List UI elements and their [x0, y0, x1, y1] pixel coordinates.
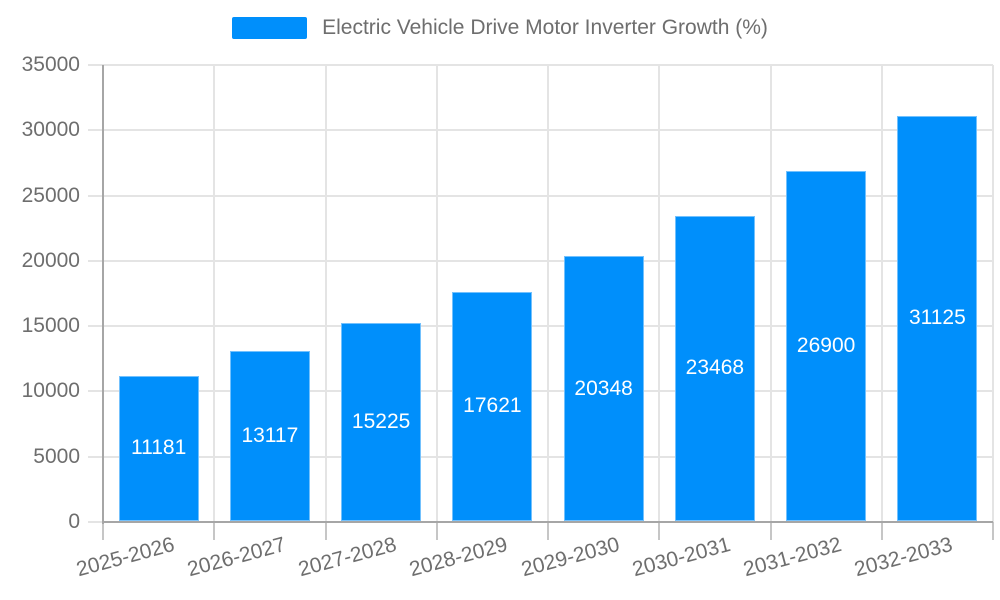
gridline-horizontal	[88, 325, 993, 328]
gridline-vertical	[658, 65, 661, 522]
x-axis-tick	[102, 522, 104, 540]
bar[interactable]: 17621	[452, 291, 533, 521]
bar[interactable]: 11181	[118, 376, 199, 521]
bar-value-label: 26900	[796, 333, 856, 357]
y-axis-label: 35000	[21, 53, 80, 76]
bar[interactable]: 15225	[341, 323, 422, 521]
x-axis-line	[103, 521, 993, 523]
legend-label: Electric Vehicle Drive Motor Inverter Gr…	[322, 16, 768, 39]
gridline-vertical	[435, 65, 438, 522]
y-axis-label: 20000	[21, 248, 80, 272]
chart-legend[interactable]: Electric Vehicle Drive Motor Inverter Gr…	[0, 16, 1000, 40]
gridline-horizontal	[88, 194, 993, 197]
bar[interactable]: 26900	[786, 170, 867, 521]
legend-swatch	[232, 17, 308, 39]
bar[interactable]: 13117	[229, 350, 310, 521]
gridline-vertical	[547, 65, 549, 522]
gridline-vertical	[213, 65, 216, 522]
bar-value-label: 20348	[574, 376, 633, 400]
bar[interactable]: 31125	[897, 115, 978, 521]
x-axis-tick	[769, 522, 772, 540]
gridline-horizontal	[88, 64, 993, 66]
bar-value-label: 11181	[130, 436, 187, 460]
x-axis-tick	[324, 522, 327, 540]
bar-value-label: 15225	[351, 410, 411, 434]
x-axis-tick	[435, 522, 438, 540]
bar-value-label: 13117	[241, 423, 299, 447]
y-axis-label: 5000	[33, 444, 80, 468]
y-axis-label: 30000	[21, 118, 80, 142]
gridline-horizontal	[88, 129, 993, 132]
x-axis-tick	[547, 522, 549, 540]
y-axis-line	[102, 65, 104, 524]
gridline-horizontal	[88, 455, 993, 458]
y-axis-label: 25000	[21, 183, 80, 207]
bar[interactable]: 20348	[563, 256, 644, 521]
bar-value-label: 31125	[908, 306, 966, 330]
bar-value-label: 23468	[685, 356, 745, 380]
y-axis-label: 15000	[21, 314, 80, 338]
y-axis-label: 10000	[21, 379, 80, 403]
gridline-vertical	[769, 65, 772, 522]
x-axis-tick	[880, 522, 883, 540]
gridline-vertical	[324, 65, 327, 522]
gridline-vertical	[880, 65, 883, 522]
gridline-horizontal	[88, 259, 993, 262]
gridline-horizontal	[88, 390, 993, 393]
x-axis-tick	[992, 522, 994, 540]
x-axis-tick	[213, 522, 216, 540]
bar-value-label: 17621	[463, 394, 522, 418]
x-axis-tick	[658, 522, 661, 540]
y-axis-label: 0	[68, 510, 80, 533]
bar[interactable]: 23468	[674, 215, 755, 521]
gridline-vertical	[992, 65, 994, 522]
